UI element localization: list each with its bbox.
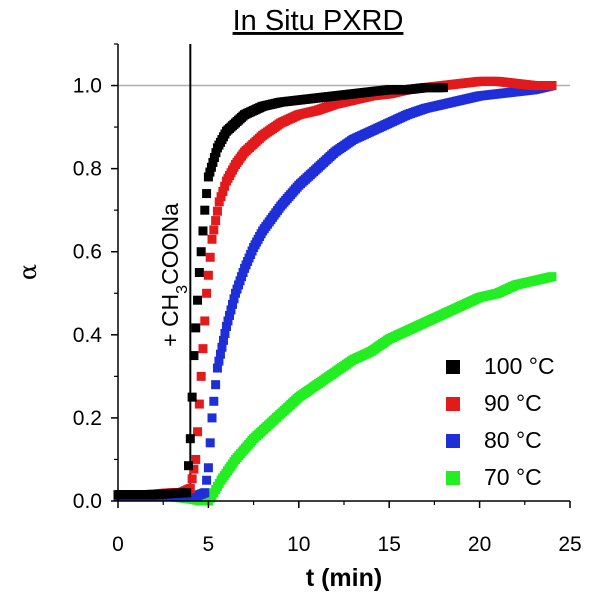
data-point	[220, 328, 230, 338]
y-tick-label: 0.8	[73, 158, 102, 181]
x-axis-label: t (min)	[306, 564, 382, 592]
x-tick-label: 5	[203, 533, 215, 556]
data-point	[226, 305, 236, 315]
data-point	[187, 474, 197, 484]
data-point	[223, 316, 233, 326]
x-tick-label: 25	[558, 533, 581, 556]
y-tick-label: 0.0	[73, 490, 102, 513]
y-tick-label: 0.6	[73, 241, 102, 264]
data-point	[205, 438, 215, 448]
data-point	[214, 197, 224, 207]
data-point	[191, 323, 201, 333]
data-point	[218, 186, 228, 196]
x-tick-label: 10	[287, 533, 310, 556]
data-point	[211, 380, 221, 390]
legend-swatch	[446, 360, 460, 374]
y-tick-label: 0.2	[73, 407, 102, 430]
data-point	[211, 148, 221, 158]
data-point	[438, 83, 448, 93]
data-point	[202, 189, 212, 199]
data-point	[207, 234, 217, 244]
legend-label: 70 °C	[484, 464, 542, 490]
data-point	[198, 344, 208, 354]
y-tick-label: 0.4	[73, 324, 103, 347]
x-tick-label: 15	[378, 533, 401, 556]
x-tick-label: 0	[112, 533, 124, 556]
data-point	[200, 316, 210, 326]
data-point	[218, 335, 228, 345]
data-point	[193, 295, 203, 305]
data-point	[202, 288, 212, 298]
data-point	[229, 294, 239, 304]
data-point	[206, 162, 216, 172]
plot-area	[113, 44, 570, 506]
legend-swatch	[446, 434, 460, 448]
data-point	[547, 272, 557, 282]
data-point	[212, 206, 222, 216]
data-point	[209, 153, 219, 163]
data-point	[194, 268, 204, 277]
data-point	[189, 351, 199, 361]
data-point	[196, 247, 206, 257]
data-point	[208, 157, 218, 167]
data-point	[209, 225, 219, 235]
addition-annotation: + CH3COONa	[157, 203, 191, 347]
series-0	[113, 83, 448, 500]
data-point	[203, 463, 213, 473]
legend-label: 90 °C	[484, 390, 542, 416]
data-point	[189, 464, 199, 474]
data-point	[184, 461, 194, 471]
legend-label: 100 °C	[484, 353, 555, 379]
data-point	[207, 413, 217, 423]
data-point	[194, 399, 204, 409]
data-point	[215, 349, 225, 359]
data-point	[224, 310, 234, 320]
data-point	[203, 172, 213, 182]
data-point	[212, 363, 222, 373]
data-point	[211, 216, 221, 226]
data-point	[221, 322, 231, 332]
y-tick-label: 1.0	[73, 75, 102, 98]
data-point	[200, 205, 210, 215]
y-ticks: 0.0 0.2 0.4 0.6 0.8 1.0	[73, 43, 118, 513]
x-tick-label: 20	[468, 533, 491, 556]
chart-title: In Situ PXRD	[233, 5, 404, 37]
data-point	[191, 454, 201, 464]
data-point	[182, 488, 192, 498]
legend: 100 °C 90 °C 80 °C 70 °C	[446, 353, 555, 490]
data-point	[187, 392, 197, 402]
data-point	[196, 371, 206, 381]
data-point	[220, 181, 230, 191]
data-point	[214, 356, 224, 366]
data-point	[205, 167, 215, 177]
data-point	[217, 342, 227, 352]
y-axis-label: α	[14, 264, 42, 280]
data-point	[547, 81, 557, 91]
data-point	[205, 252, 215, 262]
data-point	[228, 299, 238, 309]
data-point	[185, 434, 195, 444]
data-point	[203, 270, 213, 280]
data-point	[216, 192, 226, 202]
legend-swatch	[446, 397, 460, 411]
x-ticks: 0 5 10 15 20 25	[112, 501, 582, 556]
data-point	[200, 488, 210, 498]
data-point	[193, 427, 203, 437]
data-point	[198, 226, 208, 236]
legend-label: 80 °C	[484, 427, 542, 453]
data-point	[202, 475, 212, 485]
legend-swatch	[446, 471, 460, 485]
data-point	[209, 396, 219, 406]
